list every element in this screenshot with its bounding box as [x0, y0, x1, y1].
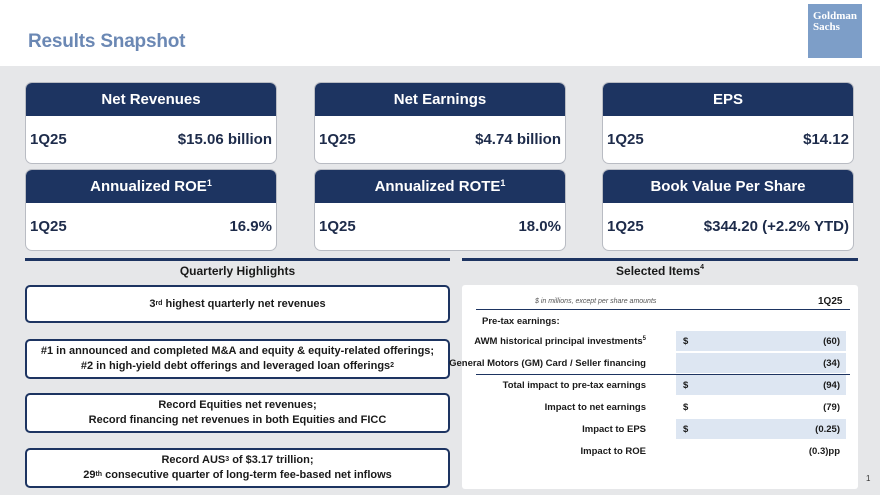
- highlight-item: #1 in announced and completed M&A and eq…: [25, 339, 450, 379]
- card-period: 1Q25: [30, 131, 67, 148]
- table-row: General Motors (GM) Card / Seller financ…: [449, 353, 850, 373]
- card-title: Annualized ROE: [90, 178, 207, 195]
- card-net-revenues: Net Revenues 1Q25 $15.06 billion: [25, 82, 277, 164]
- card-period: 1Q25: [30, 218, 67, 235]
- page-number: 1: [866, 474, 871, 483]
- card-title: Net Revenues: [101, 91, 201, 108]
- card-net-earnings: Net Earnings 1Q25 $4.74 billion: [314, 82, 566, 164]
- card-value: $14.12: [803, 131, 849, 148]
- units-note: $ in millions, except per share amounts: [535, 298, 657, 305]
- highlights-heading: Quarterly Highlights: [179, 264, 296, 278]
- page-title: Results Snapshot: [28, 31, 186, 52]
- table-rule: [476, 374, 850, 375]
- card-annualized-roe: Annualized ROE1 1Q25 16.9%: [25, 169, 277, 251]
- highlight-item: Record AUS3 of $3.17 trillion; 29th cons…: [25, 448, 450, 488]
- highlights-divider: [25, 258, 450, 261]
- table-row: Total impact to pre-tax earnings $ (94): [476, 375, 850, 395]
- table-rule: [476, 309, 850, 310]
- card-book-value-per-share: Book Value Per Share 1Q25 $344.20 (+2.2% …: [602, 169, 854, 251]
- table-row: Impact to ROE (0.3)pp: [580, 446, 840, 457]
- card-period: 1Q25: [319, 131, 356, 148]
- card-value: 16.9%: [229, 218, 272, 235]
- card-eps: EPS 1Q25 $14.12: [602, 82, 854, 164]
- card-title: Net Earnings: [393, 91, 487, 108]
- highlight-item: Record Equities net revenues; Record fin…: [25, 393, 450, 433]
- card-annualized-rote: Annualized ROTE1 1Q25 18.0%: [314, 169, 566, 251]
- card-title: EPS: [712, 91, 743, 108]
- card-period: 1Q25: [319, 218, 356, 235]
- goldman-sachs-logo: Goldman Sachs: [808, 4, 862, 58]
- table-row: Impact to EPS $ (0.25): [476, 419, 850, 439]
- selected-divider: [462, 258, 858, 261]
- card-value: $15.06 billion: [177, 131, 272, 148]
- card-period: 1Q25: [607, 218, 644, 235]
- card-title: Annualized ROTE: [374, 178, 501, 195]
- card-title: Book Value Per Share: [650, 178, 806, 195]
- highlight-item: 3rd highest quarterly net revenues: [25, 285, 450, 323]
- table-row: Impact to net earnings $ (79): [544, 402, 840, 413]
- card-period: 1Q25: [607, 131, 644, 148]
- card-value: $4.74 billion: [475, 131, 561, 148]
- table-row: AWM historical principal investments5 $(…: [474, 331, 850, 351]
- card-value: 18.0%: [518, 218, 561, 235]
- selected-items-heading: Selected Items4: [616, 264, 704, 278]
- column-header: 1Q25: [818, 296, 843, 307]
- card-value: $344.20 (+2.2% YTD): [703, 218, 849, 235]
- footnote-ref: 1: [206, 178, 212, 188]
- pretax-label: Pre-tax earnings:: [482, 316, 560, 327]
- footnote-ref: 1: [500, 178, 506, 188]
